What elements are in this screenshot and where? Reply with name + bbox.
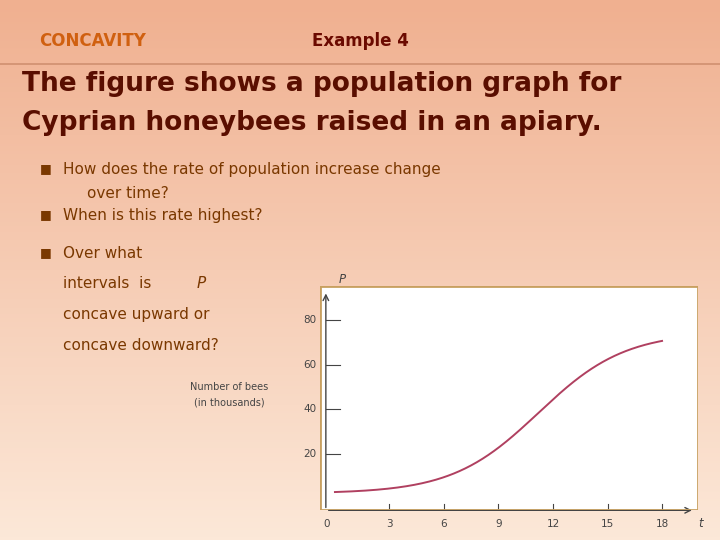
Text: concave upward or: concave upward or: [63, 307, 210, 322]
Text: P: P: [338, 273, 346, 286]
Text: 9: 9: [495, 519, 502, 529]
Text: over time?: over time?: [87, 186, 169, 201]
Text: Over what: Over what: [63, 246, 143, 261]
Text: t: t: [698, 517, 703, 530]
Text: Cyprian honeybees raised in an apiary.: Cyprian honeybees raised in an apiary.: [22, 110, 601, 136]
Text: 6: 6: [441, 519, 447, 529]
Text: 12: 12: [546, 519, 559, 529]
Text: 40: 40: [304, 404, 317, 415]
Text: Time (in weeks): Time (in weeks): [464, 539, 552, 540]
Text: Example 4: Example 4: [312, 31, 408, 50]
Text: intervals  is: intervals is: [63, 276, 157, 292]
Text: When is this rate highest?: When is this rate highest?: [63, 208, 263, 223]
Text: Number of bees: Number of bees: [190, 382, 269, 392]
Text: How does the rate of population increase change: How does the rate of population increase…: [63, 162, 441, 177]
Text: 0: 0: [323, 519, 330, 529]
Text: The figure shows a population graph for: The figure shows a population graph for: [22, 71, 621, 97]
Text: 15: 15: [601, 519, 614, 529]
Text: P: P: [197, 276, 206, 292]
Text: ■: ■: [40, 246, 51, 259]
Text: 18: 18: [655, 519, 669, 529]
Text: ■: ■: [40, 162, 51, 175]
Text: concave downward?: concave downward?: [63, 338, 219, 353]
Text: 3: 3: [386, 519, 393, 529]
Text: ■: ■: [40, 208, 51, 221]
Text: (in thousands): (in thousands): [194, 398, 265, 408]
Text: CONCAVITY: CONCAVITY: [40, 31, 146, 50]
Text: 20: 20: [304, 449, 317, 460]
Text: 80: 80: [304, 315, 317, 325]
Text: 60: 60: [304, 360, 317, 370]
